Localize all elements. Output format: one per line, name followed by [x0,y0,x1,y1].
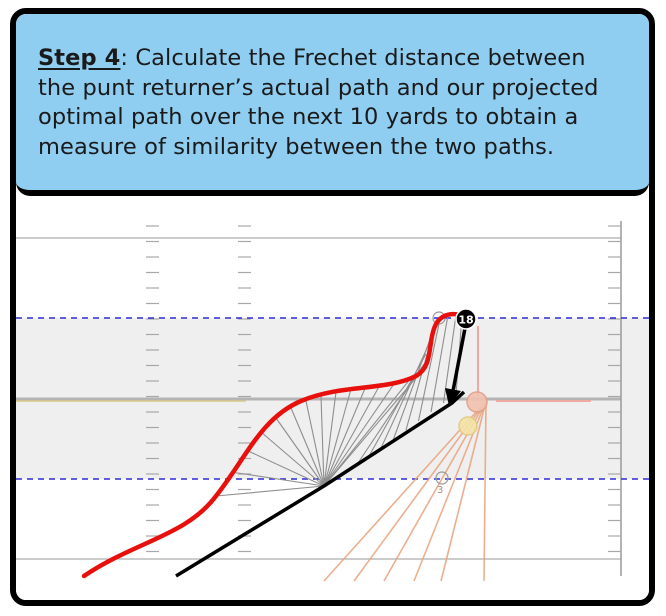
actual-path [81,311,469,579]
blocker-marker-lower [435,471,449,485]
returner-number: 18 [458,314,473,327]
frechet-link [323,388,352,487]
field-diagram: 3 18 [16,196,649,600]
frechet-link [230,471,325,487]
step-card: Step 4: Calculate the Frechet distance b… [10,8,655,606]
optimal-path-arrowhead [445,388,461,406]
frechet-link [290,407,325,487]
defender-marker-secondary [458,416,478,436]
hash-marks [146,225,621,553]
defender-marker [466,391,488,413]
optimal-direction-line [451,322,468,392]
frechet-link [355,363,425,467]
frechet-link [392,333,433,440]
blocker-number-glyph: 3 [437,485,443,496]
frechet-link [305,400,325,487]
frechet-link [320,395,325,487]
frechet-link [323,385,367,487]
frechet-link [275,417,325,487]
step-label: Step 4 [38,45,121,71]
frechet-link [323,380,397,487]
field-svg: 3 18 [16,221,649,582]
returner-marker [455,308,477,330]
frechet-link [260,431,325,487]
step-description: : Calculate the Frechet distance between… [38,45,599,160]
optimal-path [175,390,466,578]
frechet-link [417,318,441,422]
frechet-link [323,377,412,487]
frechet-link [323,382,382,487]
frechet-link [380,343,430,449]
step-caption: Step 4: Calculate the Frechet distance b… [16,14,649,196]
frechet-link [323,391,337,487]
frechet-link [215,485,325,497]
frechet-link [430,314,449,413]
frechet-link [245,449,325,487]
